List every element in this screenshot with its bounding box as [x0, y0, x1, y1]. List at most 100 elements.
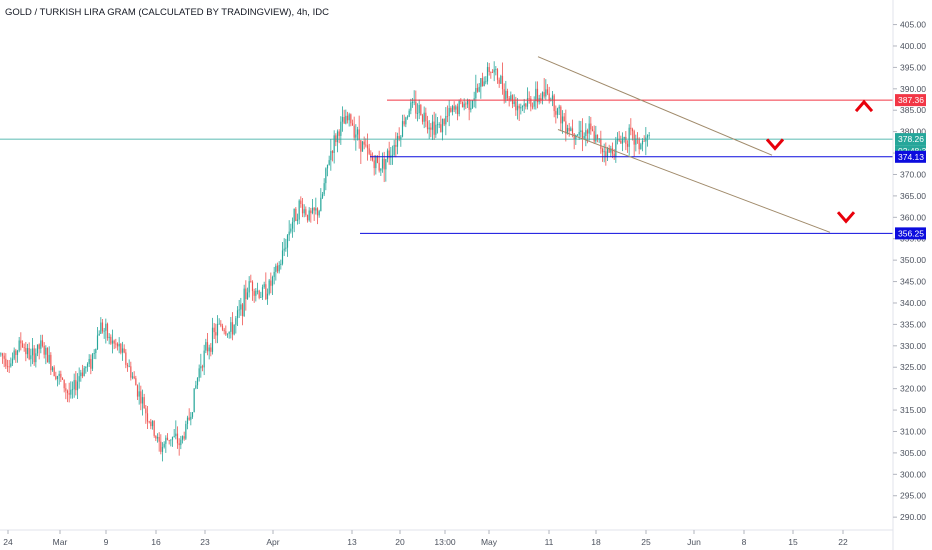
candle-body	[46, 347, 49, 363]
candle-body	[280, 263, 282, 265]
candle-body	[175, 433, 177, 437]
candle-body	[466, 99, 469, 105]
candle-body	[621, 138, 624, 144]
candle-body	[461, 101, 464, 108]
candle-body	[98, 333, 100, 336]
candle-body	[456, 106, 459, 115]
candle-body	[628, 127, 630, 147]
candle-body	[113, 340, 115, 344]
candle-body	[25, 348, 27, 355]
candle-body	[223, 329, 225, 332]
candle-body	[181, 436, 184, 440]
candle-body	[276, 265, 279, 272]
candle-body	[436, 124, 439, 126]
candle-body	[83, 368, 85, 377]
candle-body	[433, 121, 435, 135]
candle-body	[468, 99, 470, 110]
candle-body	[361, 141, 364, 152]
candle-body	[353, 125, 355, 138]
candle-body	[336, 131, 339, 143]
candle-body	[306, 214, 309, 221]
channel-lines-layer	[537, 56, 831, 233]
candle-body	[513, 101, 515, 105]
candle-body	[135, 378, 137, 386]
chevron-up-icon[interactable]	[854, 99, 874, 113]
candle-body	[308, 210, 310, 221]
candle-body	[526, 98, 529, 107]
current-price-tag-bg	[895, 133, 926, 146]
candle-body	[198, 368, 200, 378]
candle-body	[381, 158, 384, 169]
candle-body	[138, 391, 140, 397]
candle-body	[371, 157, 374, 161]
candle-body	[180, 439, 182, 446]
candle-body	[21, 343, 24, 348]
candle-body	[90, 358, 92, 369]
channel-trend-line[interactable]	[537, 56, 773, 156]
candle-body	[506, 90, 509, 98]
candle-body	[585, 130, 587, 137]
current-price-tag: 378.26	[898, 134, 924, 144]
candle-body	[116, 343, 119, 347]
candle-body	[168, 439, 170, 441]
candle-body	[236, 310, 239, 319]
candle-body	[230, 322, 232, 332]
candle-body	[595, 134, 597, 142]
candle-body	[566, 127, 569, 134]
candle-body	[556, 108, 559, 115]
candle-body	[413, 101, 415, 103]
candle-body	[141, 397, 144, 404]
candle-body	[625, 136, 627, 144]
candle-body	[606, 148, 609, 157]
candle-body	[45, 347, 47, 355]
candle-body	[71, 389, 74, 391]
chevron-down-icon[interactable]	[836, 211, 856, 224]
candle-body	[105, 323, 107, 331]
candles-layer	[0, 61, 650, 462]
candle-body	[365, 144, 367, 146]
candle-body	[146, 413, 149, 422]
candle-body	[546, 89, 549, 94]
candle-body	[453, 106, 455, 110]
price-tick-label: 300.00	[900, 469, 926, 479]
candle-body	[596, 134, 599, 140]
candle-body	[28, 348, 30, 360]
candle-body	[225, 331, 227, 335]
candle-body	[405, 117, 407, 125]
candle-body	[216, 324, 219, 336]
candle-body	[573, 133, 575, 140]
time-tick-label: 23	[200, 537, 210, 547]
candle-body	[115, 343, 117, 345]
candle-body	[186, 417, 189, 424]
candle-body	[460, 100, 462, 102]
candle-body	[3, 355, 5, 359]
candle-body	[388, 150, 390, 158]
candle-body	[243, 288, 245, 317]
candle-body	[555, 111, 557, 115]
candle-body	[110, 336, 112, 344]
candle-body	[248, 281, 250, 293]
candle-body	[545, 89, 547, 97]
candle-body	[430, 127, 432, 130]
candle-body	[610, 148, 612, 153]
candle-body	[345, 115, 347, 124]
candle-body	[395, 144, 397, 147]
candle-body	[560, 106, 562, 124]
candle-body	[6, 366, 9, 368]
candle-body	[380, 168, 382, 171]
candle-body	[151, 421, 154, 427]
price-tick-label: 385.00	[900, 105, 926, 115]
target-price-tag: 356.25	[898, 228, 924, 238]
candle-body	[163, 443, 165, 448]
candle-body	[145, 408, 147, 414]
candle-body	[310, 210, 312, 214]
candle-body	[120, 343, 122, 353]
candle-body	[593, 131, 595, 142]
channel-trend-line[interactable]	[557, 129, 831, 233]
candle-body	[351, 123, 354, 126]
candle-body	[568, 127, 570, 132]
chevron-down-icon[interactable]	[765, 138, 785, 151]
time-axis[interactable]: 24 Mar 9 16 23 Apr 13 20 13:00 May 11 18 25 Jun 8 15 22	[3, 530, 848, 547]
